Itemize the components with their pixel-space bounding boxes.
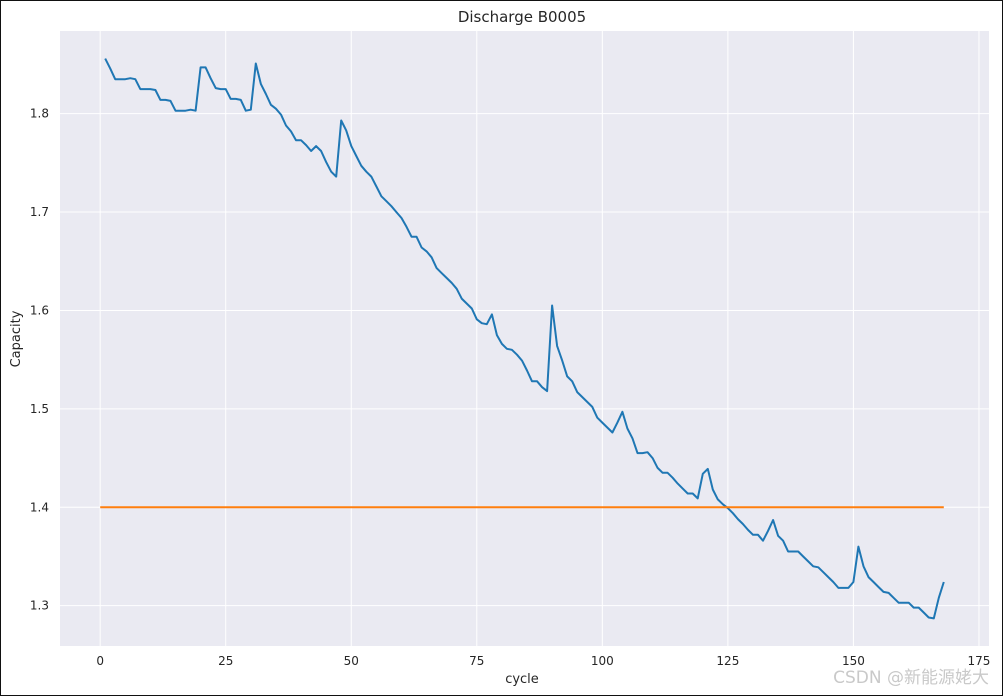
watermark: CSDN @新能源姥大 [833,668,989,688]
y-tick-label: 1.6 [30,303,49,317]
x-tick-label: 50 [344,654,359,668]
series-layer [100,58,945,620]
y-tick-label: 1.5 [30,402,49,416]
x-axis-label: cycle [505,672,539,687]
x-tick-label: 125 [716,654,739,668]
capacity-line [104,58,945,620]
chart-title: Discharge B0005 [458,8,586,26]
y-tick-label: 1.3 [30,599,49,613]
x-tick-label: 0 [96,654,104,668]
y-tick-label: 1.7 [30,205,49,219]
x-tick-label: 75 [469,654,484,668]
tick-labels: 0 25 50 75 100 125 150 175 1.3 1.4 1.5 1.6 1.7 1.8 [30,107,991,668]
x-tick-label: 25 [218,654,233,668]
y-axis-label: Capacity [9,310,24,367]
x-tick-label: 175 [968,654,991,668]
x-tick-label: 100 [591,654,614,668]
y-tick-label: 1.4 [30,500,49,514]
x-tick-label: 150 [842,654,865,668]
y-tick-label: 1.8 [30,107,49,121]
plot-area [60,31,989,646]
